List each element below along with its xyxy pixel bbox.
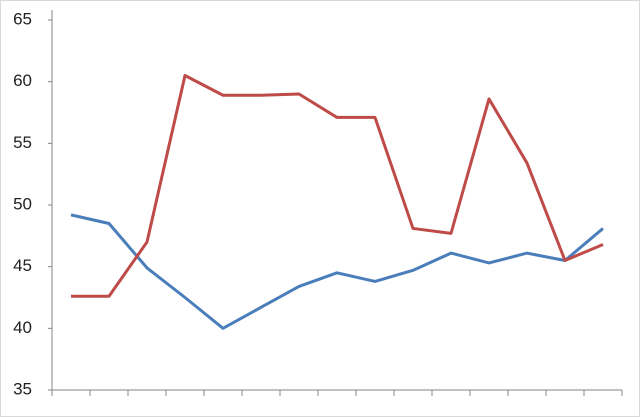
series-line (71, 74, 604, 298)
series-line (70, 213, 604, 330)
y-tick-label: 50 (13, 194, 32, 213)
y-tick-label: 60 (13, 71, 32, 90)
y-tick-label: 45 (13, 256, 32, 275)
y-tick-label: 55 (13, 133, 32, 152)
y-tick-label: 40 (13, 318, 32, 337)
y-tick-label: 65 (13, 9, 32, 28)
y-tick-label: 35 (13, 379, 32, 398)
